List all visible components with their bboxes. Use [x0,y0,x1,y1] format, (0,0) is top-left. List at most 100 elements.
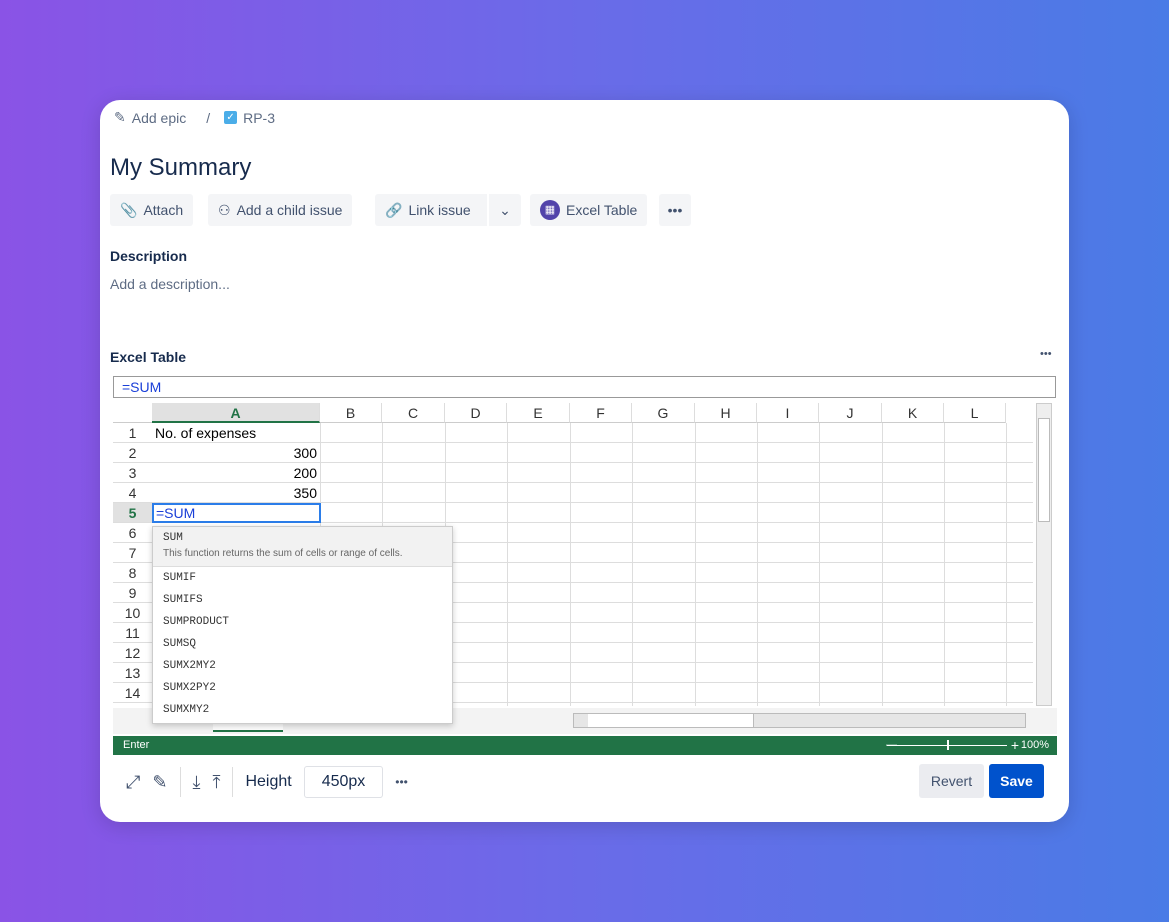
row-header-13[interactable]: 13 [113,663,152,683]
column-header-g[interactable]: G [632,403,695,423]
row-gridline [152,662,1033,663]
expand-icon[interactable]: ⤢ [126,771,141,792]
cell-a1[interactable]: No. of expenses [155,425,257,441]
row-gridline [152,642,1033,643]
description-field[interactable]: Add a description... [110,276,230,292]
cell-a4[interactable]: 350 [293,485,317,501]
excel-more-button[interactable]: ••• [1040,348,1052,360]
child-label: Add a child issue [236,202,343,218]
column-header-i[interactable]: I [757,403,819,423]
zoom-in-icon[interactable]: + [1010,737,1019,753]
function-description: This function returns the sum of cells o… [163,548,403,559]
excel-label: Excel Table [566,202,638,218]
row-gridline [152,622,1033,623]
height-input[interactable]: 450px [303,766,384,798]
select-all-corner[interactable] [113,403,152,423]
excel-table-button[interactable]: ▦ Excel Table [530,194,648,226]
column-header-c[interactable]: C [382,403,445,423]
page-title[interactable]: My Summary [110,154,252,181]
column-gridline [882,423,883,706]
download-icon[interactable]: ⤓ [192,771,201,792]
autocomplete-item-sum[interactable]: SUM This function returns the sum of cel… [153,527,452,567]
row-gridline [152,702,1033,703]
column-header-f[interactable]: F [570,403,632,423]
row-gridline [152,482,1033,483]
row-header-3[interactable]: 3 [113,463,152,483]
formula-autocomplete: SUM This function returns the sum of cel… [152,526,453,724]
column-gridline [632,423,633,706]
column-header-a[interactable]: A [152,403,320,423]
column-header-j[interactable]: J [819,403,882,423]
autocomplete-item[interactable]: SUMSQ [163,638,197,650]
column-header-h[interactable]: H [695,403,757,423]
checkbox-icon: ✓ [224,111,238,124]
row-header-2[interactable]: 2 [113,443,152,463]
add-child-issue-button[interactable]: ⚇ Add a child issue [208,194,353,226]
save-button[interactable]: Save [989,764,1044,798]
autocomplete-item[interactable]: SUMX2MY2 [163,660,216,672]
upload-icon[interactable]: ⤒ [212,771,221,792]
vertical-scrollbar[interactable] [1036,403,1052,706]
row-header-14[interactable]: 14 [113,683,152,703]
column-header-b[interactable]: B [320,403,382,423]
column-gridline [507,423,508,706]
paperclip-icon: 📎 [120,201,138,218]
breadcrumb: ✎ Add epic / ✓ RP-3 [114,109,275,126]
column-header-e[interactable]: E [507,403,570,423]
edit-icon[interactable]: ✎ [152,771,168,792]
column-gridline [570,423,571,706]
row-header-7[interactable]: 7 [113,543,152,563]
more-icon: ••• [667,202,683,218]
autocomplete-item[interactable]: SUMPRODUCT [163,616,230,628]
cell-a3[interactable]: 200 [293,465,317,481]
row-header-8[interactable]: 8 [113,563,152,583]
row-gridline [152,442,1033,443]
link-dropdown-button[interactable]: ⌄ [489,194,521,226]
column-header-k[interactable]: K [882,403,944,423]
cell-a2[interactable]: 300 [293,445,317,461]
active-cell-a5[interactable]: =SUM [152,503,321,523]
zoom-slider-handle[interactable] [947,740,949,750]
column-gridline [1006,423,1007,706]
autocomplete-item[interactable]: SUMIFS [163,594,203,606]
row-gridline [152,682,1033,683]
row-gridline [152,582,1033,583]
attach-label: Attach [143,202,184,218]
add-epic-link[interactable]: Add epic [131,109,187,126]
row-header-5[interactable]: 5 [113,503,152,523]
link-label: Link issue [408,202,471,218]
row-gridline [152,522,1033,523]
zoom-slider[interactable] [887,740,1007,750]
column-gridline [819,423,820,706]
formula-bar[interactable]: =SUM [113,376,1056,398]
row-gridline [152,562,1033,563]
horizontal-scrollbar[interactable] [573,713,1026,728]
autocomplete-item[interactable]: SUMXMY2 [163,704,210,716]
vertical-scroll-thumb[interactable] [1038,418,1050,522]
row-header-12[interactable]: 12 [113,643,152,663]
description-label: Description [110,248,188,264]
row-header-1[interactable]: 1 [113,423,152,443]
autocomplete-item[interactable]: SUMIF [163,572,197,584]
autocomplete-item[interactable]: SUMX2PY2 [163,682,216,694]
spreadsheet-grid[interactable]: A B C D E F G H I J K L 1 2 3 4 5 6 7 8 9 10 11 12 13 14 No. of ex… [113,403,1033,706]
attach-button[interactable]: 📎 Attach [110,194,194,226]
row-header-11[interactable]: 11 [113,623,152,643]
column-header-d[interactable]: D [445,403,507,423]
row-header-6[interactable]: 6 [113,523,152,543]
breadcrumb-separator: / [206,109,211,126]
row-header-9[interactable]: 9 [113,583,152,603]
row-header-10[interactable]: 10 [113,603,152,623]
more-actions-button[interactable]: ••• [659,194,691,226]
zoom-level: 100% [1020,739,1049,751]
row-header-4[interactable]: 4 [113,483,152,503]
horizontal-scroll-thumb[interactable] [588,714,754,727]
column-header-l[interactable]: L [944,403,1006,423]
link-icon: 🔗 [385,201,403,218]
link-issue-button[interactable]: 🔗 Link issue [375,194,487,226]
bottom-more-button[interactable]: ••• [395,775,408,789]
issue-key-link[interactable]: RP-3 [243,109,276,126]
height-label: Height [245,773,292,790]
revert-button[interactable]: Revert [919,764,984,798]
pencil-icon: ✎ [114,109,126,125]
